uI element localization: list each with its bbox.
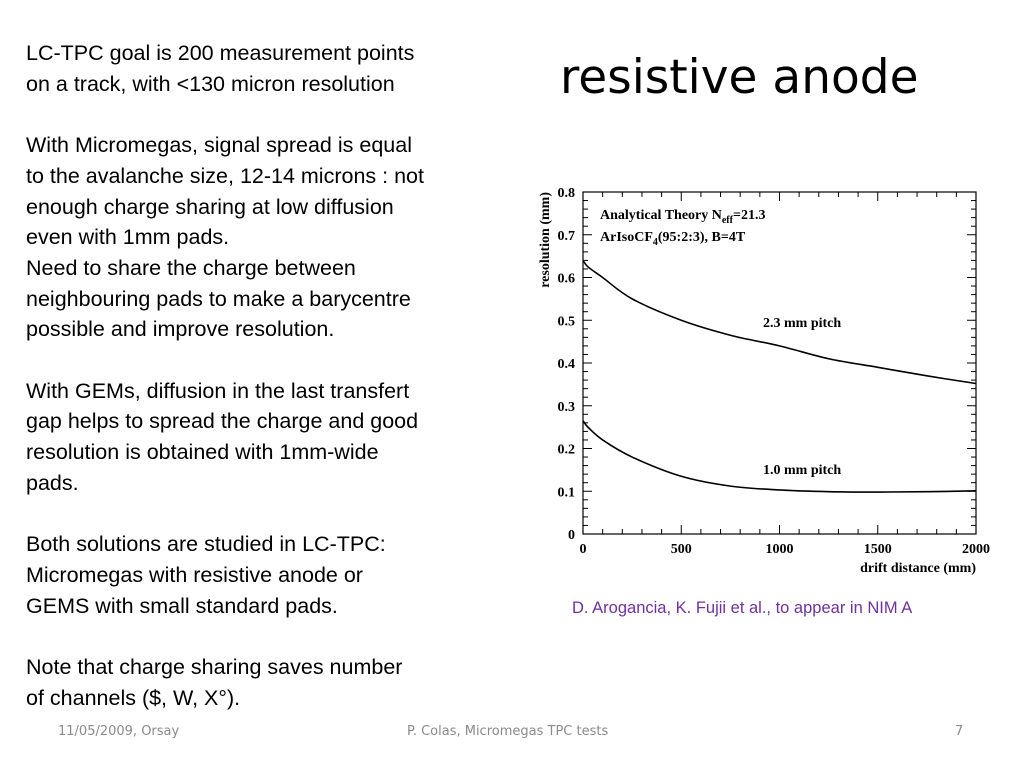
series-line-1 — [582, 420, 977, 493]
slide-body-text: LC-TPC goal is 200 measurement points on … — [26, 38, 516, 713]
y-tick-label: 0.2 — [558, 443, 576, 458]
y-tick-label: 0.3 — [558, 400, 576, 415]
slide-title: resistive anode — [560, 50, 919, 105]
series-label-2-3mm: 2.3 mm pitch — [763, 316, 841, 331]
body-text-line: of channels ($, W, X°). — [26, 685, 241, 710]
body-text-line: possible and improve resolution. — [26, 317, 335, 342]
body-text-line: to the avalanche size, 12-14 microns : n… — [26, 163, 424, 188]
body-text-line: Need to share the charge between — [26, 255, 356, 280]
footer-date: 11/05/2009, Orsay — [58, 724, 180, 739]
body-text-line: GEMS with small standard pads. — [26, 593, 338, 618]
y-tick-label: 0.5 — [558, 314, 576, 329]
body-text-line: Both solutions are studied in LC-TPC: — [26, 532, 386, 557]
body-text-line: enough charge sharing at low diffusion — [26, 194, 394, 219]
body-text-line: resolution is obtained with 1mm-wide — [26, 440, 379, 465]
body-text-line: LC-TPC goal is 200 measurement points — [26, 41, 415, 65]
citation: D. Arogancia, K. Fujii et al., to appear… — [572, 599, 913, 617]
y-tick-label: 0.6 — [558, 272, 576, 287]
footer-page-number: 7 — [955, 724, 964, 739]
y-tick-label: 0 — [568, 528, 575, 543]
body-text-line: Micromegas with resistive anode or — [26, 562, 363, 587]
x-tick-label: 1000 — [766, 542, 794, 557]
body-text-line: Note that charge sharing saves number — [26, 655, 403, 679]
body-text-line: pads. — [26, 470, 79, 495]
body-text-line: on a track, with <130 micron resolution — [26, 71, 395, 96]
y-axis-label: resolution (mm) — [538, 192, 553, 288]
body-text-line: even with 1mm pads. — [26, 225, 230, 250]
y-tick-label: 0.1 — [558, 485, 576, 500]
y-tick-label: 0.4 — [558, 357, 576, 372]
resolution-chart: 0 500 1000 1500 2000 0 0.1 0.2 0.3 0.4 0.5 0.6 0.7 0.… — [538, 186, 990, 576]
x-tick-label: 1500 — [864, 542, 892, 557]
x-axis-label: drift distance (mm) — [860, 561, 976, 576]
x-tick-label: 500 — [671, 542, 692, 557]
footer-center: P. Colas, Micromegas TPC tests — [407, 724, 609, 739]
series-line-0 — [582, 259, 977, 385]
x-tick-label: 2000 — [962, 542, 990, 557]
series-label-1-0mm: 1.0 mm pitch — [763, 463, 841, 478]
y-tick-label: 0.7 — [558, 229, 576, 244]
body-text-line: With Micromegas, signal spread is equal — [26, 133, 412, 158]
x-tick-label: 0 — [580, 542, 587, 557]
body-text-line: With GEMs, diffusion in the last transfe… — [26, 378, 410, 403]
annotation-line-1: Analytical Theory Neff=21.3 — [600, 208, 765, 226]
annotation-line-2: ArIsoCF4(95:2:3), B=4T — [600, 230, 746, 248]
body-text-line: neighbouring pads to make a barycentre — [26, 286, 411, 311]
body-text-line: gap helps to spread the charge and good — [26, 409, 419, 434]
y-tick-label: 0.8 — [558, 186, 576, 201]
